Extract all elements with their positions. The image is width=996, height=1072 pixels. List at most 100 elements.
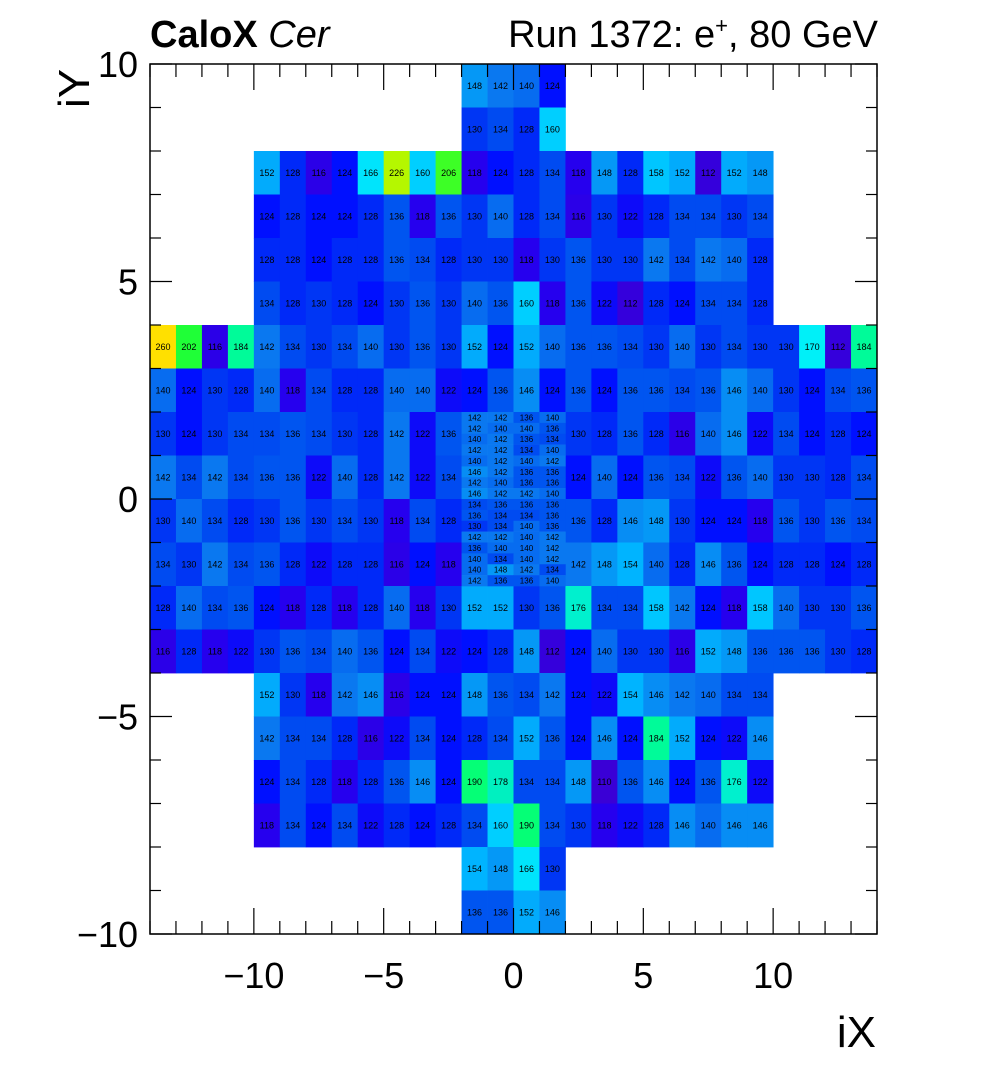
heatmap-cell <box>539 760 566 804</box>
heatmap-cell-label: 130 <box>207 429 222 439</box>
heatmap-cell-label: 136 <box>831 516 846 526</box>
heatmap-cell <box>617 281 644 326</box>
heatmap-cell-label: 136 <box>727 559 742 569</box>
heatmap-cell <box>565 586 592 630</box>
heatmap-cell <box>773 499 800 543</box>
heatmap-fine-cell <box>539 488 566 500</box>
heatmap-cell <box>487 716 514 761</box>
heatmap-fine-cell <box>487 575 514 587</box>
heatmap-cell <box>409 281 436 326</box>
heatmap-cell-label: 128 <box>337 298 352 308</box>
heatmap-cell-label: 134 <box>337 516 352 526</box>
heatmap-cell <box>305 629 333 674</box>
heatmap-fine-cell-label: 140 <box>520 424 534 433</box>
heatmap-cell-label: 134 <box>545 168 560 178</box>
heatmap-fine-cell <box>487 466 514 478</box>
heatmap-cell-label: 136 <box>493 690 508 700</box>
heatmap-cell-label: 148 <box>571 777 586 787</box>
heatmap-cell <box>461 586 488 630</box>
heatmap-fine-cell-label: 136 <box>494 577 508 586</box>
heatmap-fine-cell-label: 140 <box>546 577 560 586</box>
heatmap-cell-label: 152 <box>519 907 534 917</box>
heatmap-cell-label: 136 <box>545 603 560 613</box>
heatmap-cell <box>253 760 281 804</box>
heatmap-fine-cell <box>487 499 514 511</box>
heatmap-cell <box>383 325 411 369</box>
heatmap-cell <box>279 542 307 587</box>
heatmap-cell-label: 154 <box>623 559 638 569</box>
heatmap-cell <box>409 803 436 848</box>
heatmap-cell-label: 128 <box>519 211 534 221</box>
heatmap-cell <box>357 151 385 195</box>
heatmap-cell-label: 134 <box>493 733 508 743</box>
heatmap-cell-label: 140 <box>389 603 404 613</box>
heatmap-cell <box>435 325 462 369</box>
heatmap-cell <box>487 107 514 152</box>
heatmap-cell <box>383 455 411 500</box>
heatmap-cell-label: 130 <box>623 646 638 656</box>
heatmap-cell-label: 130 <box>805 472 820 482</box>
heatmap-cell-label: 152 <box>259 168 274 178</box>
heatmap-cell <box>799 629 826 674</box>
heatmap-cell <box>201 629 229 674</box>
heatmap-cell <box>669 803 696 848</box>
heatmap-cell <box>643 673 670 717</box>
heatmap-fine-cell <box>487 553 514 565</box>
heatmap-cell <box>409 542 436 587</box>
heatmap-fine-cell <box>487 531 514 543</box>
heatmap-cell-label: 136 <box>623 429 638 439</box>
heatmap-cell-label: 146 <box>519 385 534 395</box>
heatmap-cell <box>695 760 722 804</box>
heatmap-cell <box>721 673 748 717</box>
heatmap-cell <box>721 368 748 413</box>
heatmap-cell-label: 128 <box>363 211 378 221</box>
y-tick-label: −10 <box>77 914 138 955</box>
heatmap-fine-cell <box>461 575 488 587</box>
heatmap-cell <box>643 716 670 761</box>
heatmap-cell-label: 140 <box>519 81 534 91</box>
heatmap-cell <box>617 151 644 195</box>
heatmap-cell-label: 130 <box>571 820 586 830</box>
heatmap-cell-label: 130 <box>493 255 508 265</box>
heatmap-cell <box>539 803 566 848</box>
heatmap-cell-label: 124 <box>441 690 456 700</box>
heatmap-fine-cell-label: 140 <box>520 555 534 564</box>
heatmap-cell <box>747 238 774 282</box>
heatmap-cell <box>383 673 411 717</box>
heatmap-fine-cell-label: 142 <box>494 435 508 444</box>
heatmap-cell <box>695 281 722 326</box>
heatmap-cell <box>357 803 385 848</box>
heatmap-cell <box>825 629 852 674</box>
heatmap-fine-cell <box>461 433 488 445</box>
heatmap-cell <box>279 412 307 456</box>
heatmap-fine-cell <box>487 542 514 554</box>
heatmap-cell-label: 134 <box>155 559 170 569</box>
heatmap-cell-label: 128 <box>285 298 300 308</box>
heatmap-cell <box>331 455 359 500</box>
heatmap-cell <box>409 151 436 195</box>
heatmap-cell <box>201 542 229 587</box>
heatmap-cell-label: 136 <box>649 385 664 395</box>
heatmap-fine-cell <box>513 553 540 565</box>
heatmap-cell-label: 146 <box>727 820 742 830</box>
heatmap-cell-label: 152 <box>493 603 508 613</box>
heatmap-cell-label: 128 <box>155 603 170 613</box>
heatmap-cell <box>279 151 307 195</box>
heatmap-cell <box>409 325 436 369</box>
title-right-tail: , 80 GeV <box>728 14 878 56</box>
heatmap-fine-cell <box>539 422 566 435</box>
heatmap-fine-cell <box>539 575 566 587</box>
heatmap-fine-cell-label: 142 <box>494 457 508 466</box>
heatmap-cell <box>331 325 359 369</box>
heatmap-cell <box>150 499 177 543</box>
heatmap-fine-cell <box>487 520 514 532</box>
heatmap-cell <box>643 542 670 587</box>
heatmap-cell <box>851 455 878 500</box>
heatmap-cell <box>357 760 385 804</box>
heatmap-cell <box>201 325 229 369</box>
heatmap-cell-label: 128 <box>441 516 456 526</box>
heatmap-cell <box>383 716 411 761</box>
heatmap-fine-cell <box>461 422 488 435</box>
